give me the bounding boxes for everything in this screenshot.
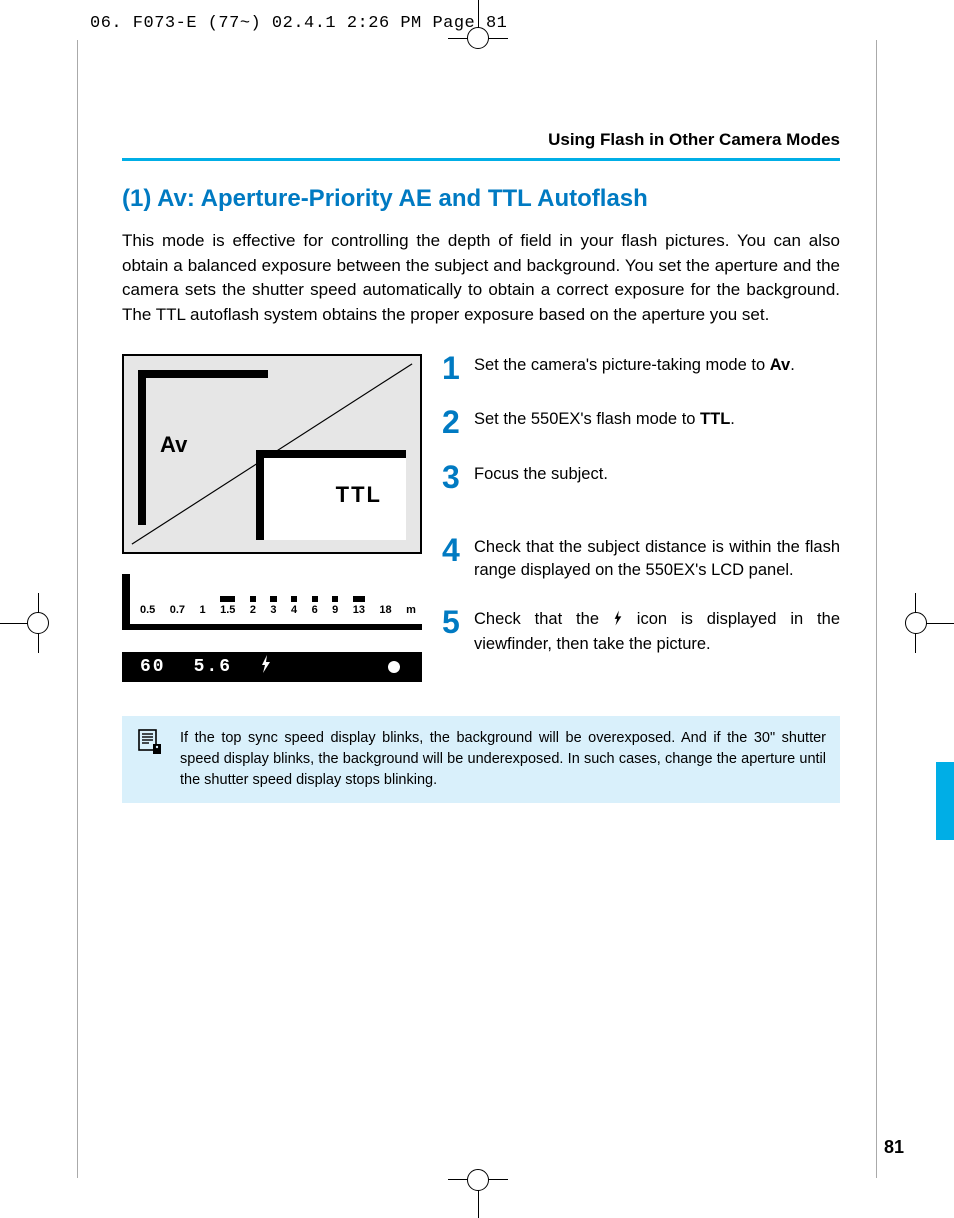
range-tick: 6 xyxy=(312,596,318,616)
flash-mode-label: TTL xyxy=(336,482,382,508)
imposition-header: 06. F073-E (77~) 02.4.1 2:26 PM Page 81 xyxy=(90,14,507,33)
range-tick: 13 xyxy=(353,596,365,616)
step-text: Check that the icon is displayed in the … xyxy=(474,608,840,656)
step: 5Check that the icon is displayed in the… xyxy=(442,608,840,656)
mode-diagram: Av TTL xyxy=(122,354,422,554)
note-icon xyxy=(136,728,164,756)
range-tick: 9 xyxy=(332,596,338,616)
note-box: If the top sync speed display blinks, th… xyxy=(122,716,840,803)
step: 4Check that the subject distance is with… xyxy=(442,536,840,582)
divider xyxy=(122,158,840,161)
flash-bolt-icon xyxy=(260,655,272,679)
range-tick: 1 xyxy=(200,604,206,616)
range-tick: 4 xyxy=(291,596,297,616)
range-tick: 1.5 xyxy=(220,596,235,616)
page-title: (1) Av: Aperture-Priority AE and TTL Aut… xyxy=(122,185,840,213)
step: 3Focus the subject. xyxy=(442,463,840,492)
page-number: 81 xyxy=(884,1137,904,1158)
range-tick: 18 xyxy=(379,604,391,616)
note-text: If the top sync speed display blinks, th… xyxy=(180,730,826,788)
range-tick: 2 xyxy=(250,596,256,616)
step-number: 4 xyxy=(442,536,468,582)
step: 2Set the 550EX's flash mode to TTL. xyxy=(442,408,840,437)
range-tick: m xyxy=(406,604,416,616)
range-tick: 0.7 xyxy=(170,604,185,616)
step-text: Check that the subject distance is withi… xyxy=(474,536,840,582)
viewfinder-readout: 60 5.6 xyxy=(122,652,422,682)
running-head: Using Flash in Other Camera Modes xyxy=(122,130,840,158)
page-content: Using Flash in Other Camera Modes (1) Av… xyxy=(122,130,840,803)
step-number: 2 xyxy=(442,408,468,437)
flash-range-scale: 0.5 0.7 1 1.5 23469 13 18 m xyxy=(122,574,422,630)
step-number: 3 xyxy=(442,463,468,492)
range-tick: 0.5 xyxy=(140,604,155,616)
flash-bolt-icon xyxy=(613,610,623,633)
vf-aperture: 5.6 xyxy=(194,657,232,677)
step-text: Focus the subject. xyxy=(474,463,840,492)
intro-paragraph: This mode is effective for controlling t… xyxy=(122,229,840,328)
section-tab xyxy=(936,762,954,840)
step: 1Set the camera's picture-taking mode to… xyxy=(442,354,840,383)
step-text: Set the 550EX's flash mode to TTL. xyxy=(474,408,840,437)
step-number: 1 xyxy=(442,354,468,383)
focus-dot-icon xyxy=(388,661,400,673)
step-number: 5 xyxy=(442,608,468,656)
mode-label: Av xyxy=(160,432,187,458)
vf-shutter: 60 xyxy=(140,657,166,677)
step-text: Set the camera's picture-taking mode to … xyxy=(474,354,840,383)
range-tick: 3 xyxy=(270,596,276,616)
